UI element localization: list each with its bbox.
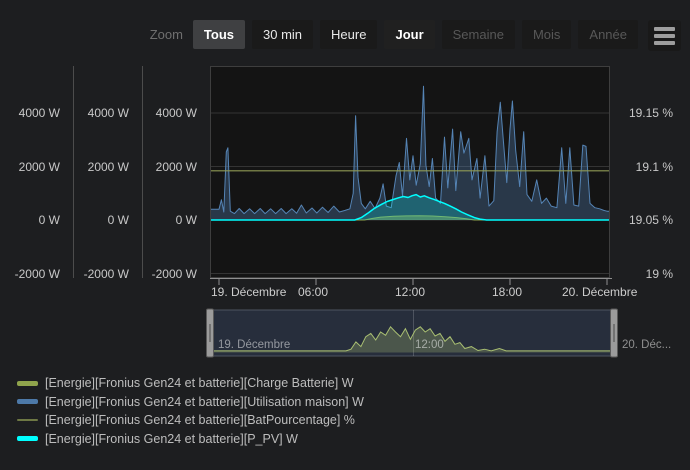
y-axis-label-watts: -2000 W (139, 267, 197, 281)
legend-marker-p-pv (17, 436, 38, 441)
range-button-heure[interactable]: Heure (320, 20, 377, 49)
navigator-label-center: 12:00 (415, 339, 444, 351)
legend-marker-charge-batterie (17, 381, 38, 386)
navigator-label-left: 19. Décembre (218, 339, 290, 351)
range-selector-zoom-label: Zoom (150, 27, 183, 42)
legend-marker-bat-pourcentage (17, 419, 38, 421)
legend-label: [Energie][Fronius Gen24 et batterie][P_P… (45, 432, 298, 446)
y-axis-label-watts: 2000 W (139, 160, 197, 174)
legend-item-p-pv[interactable]: [Energie][Fronius Gen24 et batterie][P_P… (17, 430, 364, 449)
chart-legend: [Energie][Fronius Gen24 et batterie][Cha… (17, 374, 364, 448)
y-axis-label-percent: 19.15 % (611, 106, 673, 120)
y-axis-label-percent: 19.05 % (611, 213, 673, 227)
legend-label: [Energie][Fronius Gen24 et batterie][Cha… (45, 376, 354, 390)
y-axis-label-watts: 4000 W (71, 106, 129, 120)
x-axis-label: 20. Décembre (562, 285, 637, 299)
legend-marker-utilisation-maison (17, 399, 38, 404)
y-axis-label-watts: -2000 W (71, 267, 129, 281)
y-axis-label-watts: 4000 W (2, 106, 60, 120)
context-menu-button[interactable] (648, 20, 681, 51)
navigator-label-right: 20. Déc... (622, 339, 671, 351)
legend-label: [Energie][Fronius Gen24 et batterie][Uti… (45, 395, 364, 409)
x-axis-label: 19. Décembre (211, 285, 286, 299)
y-axis-label-watts: 2000 W (2, 160, 60, 174)
hamburger-icon (654, 27, 675, 45)
range-buttons: Tous30 minHeureJour SemaineMoisAnnée (193, 20, 638, 49)
y-axis-label-watts: -2000 W (2, 267, 60, 281)
range-button-mois: Mois (522, 20, 571, 49)
energy-chart-card: Zoom Tous30 minHeureJour SemaineMoisAnnée… (0, 0, 690, 470)
range-selector: Zoom Tous30 minHeureJour SemaineMoisAnnée (150, 20, 638, 49)
range-button-tous[interactable]: Tous (193, 20, 245, 49)
range-button-30-min[interactable]: 30 min (252, 20, 313, 49)
y-axis-label-watts: 2000 W (71, 160, 129, 174)
range-button-semaine: Semaine (442, 20, 515, 49)
x-axis-label: 06:00 (298, 285, 328, 299)
y-axis-label-percent: 19.1 % (611, 160, 673, 174)
x-axis-label: 18:00 (492, 285, 522, 299)
range-button-jour[interactable]: Jour (384, 20, 434, 49)
legend-label: [Energie][Fronius Gen24 et batterie][Bat… (45, 413, 355, 427)
legend-item-charge-batterie[interactable]: [Energie][Fronius Gen24 et batterie][Cha… (17, 374, 364, 393)
y-axis-label-watts: 4000 W (139, 106, 197, 120)
legend-item-utilisation-maison[interactable]: [Energie][Fronius Gen24 et batterie][Uti… (17, 393, 364, 412)
y-axis-label-watts: 0 W (139, 213, 197, 227)
y-axis-label-watts: 0 W (71, 213, 129, 227)
y-axis-label-watts: 0 W (2, 213, 60, 227)
range-button-année: Année (578, 20, 638, 49)
y-axis-label-percent: 19 % (611, 267, 673, 281)
legend-item-bat-pourcentage[interactable]: [Energie][Fronius Gen24 et batterie][Bat… (17, 411, 364, 430)
x-axis-label: 12:00 (395, 285, 425, 299)
